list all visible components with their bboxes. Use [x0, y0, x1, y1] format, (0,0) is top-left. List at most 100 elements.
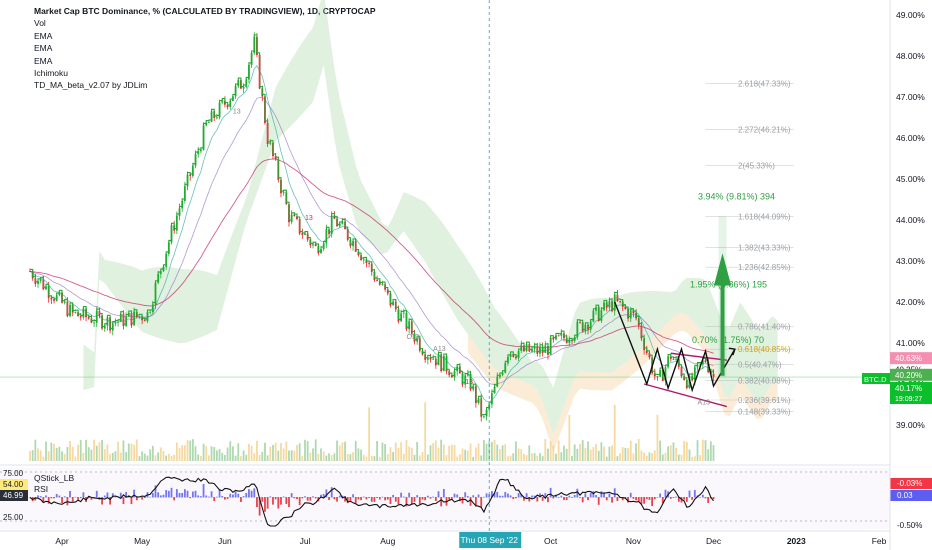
candle-body: [242, 87, 245, 89]
time-tick-label: Dec: [706, 536, 722, 546]
volume-bar: [85, 439, 87, 461]
candle-body: [656, 376, 659, 378]
volume-bar: [237, 443, 240, 461]
volume-bar: [493, 439, 496, 461]
volume-bar: [616, 456, 619, 461]
legend-td-ma[interactable]: TD_MA_beta_v2.07 by JDLim: [34, 80, 148, 91]
qstick-bar: [661, 497, 664, 504]
candle-body: [675, 358, 678, 360]
qstick-bar: [611, 497, 613, 503]
volume-bar: [691, 456, 694, 461]
qstick-bar: [111, 493, 114, 498]
legend-ema-2[interactable]: EMA: [34, 43, 53, 54]
volume-bar: [183, 445, 186, 461]
qstick-bar: [394, 497, 397, 502]
volume-bar: [389, 447, 392, 461]
candle-body: [362, 259, 365, 261]
volume-bar: [474, 447, 477, 461]
volume-bar: [261, 452, 264, 461]
candle-body: [632, 310, 635, 314]
qstick-bar: [402, 496, 405, 498]
qstick-bar: [264, 497, 266, 512]
volume-bar: [669, 445, 672, 461]
volume-bar: [165, 455, 168, 461]
qstick-bar: [232, 494, 234, 498]
qstick-bar: [368, 497, 370, 498]
qstick-bar: [71, 497, 74, 502]
candle-body: [63, 301, 66, 303]
qstick-bar: [205, 495, 208, 498]
qstick-bar: [629, 492, 632, 498]
volume-bar: [597, 450, 600, 461]
legend-ichimoku[interactable]: Ichimoku: [34, 68, 69, 79]
drawings: 3.94% (9.81%) 394 1.95% (4.86%) 195 0.70% …: [233, 108, 775, 408]
price-tag-label: 40.63%: [895, 354, 922, 363]
qstick-bar: [485, 493, 488, 498]
rsi-line: [29, 476, 714, 527]
qstick-bar: [544, 493, 547, 498]
qstick-bar: [344, 497, 346, 502]
qstick-bar: [410, 497, 413, 505]
volume-bar: [285, 441, 288, 461]
volume-bar: [221, 452, 224, 461]
volume-bar: [421, 452, 424, 461]
td-count-label: C13: [406, 334, 419, 341]
volume-bar: [688, 449, 691, 461]
volume-bar: [205, 446, 208, 461]
volume-bar: [480, 455, 483, 461]
volume-bar: [199, 456, 202, 461]
volume-bar: [619, 453, 621, 461]
volume-bar: [288, 450, 290, 461]
qstick-bar: [197, 495, 200, 498]
volume-bar: [197, 454, 200, 461]
legend-ema-3[interactable]: EMA: [34, 55, 53, 66]
volume-bar: [496, 444, 499, 461]
volume-bar: [360, 449, 362, 461]
qstick-bar: [240, 497, 242, 503]
legend-ema-1[interactable]: EMA: [34, 30, 53, 41]
volume-bar: [656, 414, 659, 461]
qstick-bar: [531, 495, 533, 498]
volume-bar: [531, 453, 533, 461]
volume-bar: [50, 442, 53, 461]
volume-bar: [408, 446, 411, 461]
qstick-bar: [616, 497, 619, 501]
qstick-bar: [677, 497, 680, 502]
candle-body: [312, 244, 314, 246]
volume-bar: [109, 454, 111, 461]
volume-bar: [677, 454, 680, 461]
candle-body: [619, 301, 621, 302]
qstick-bar: [581, 497, 584, 503]
qstick-bar: [226, 497, 229, 499]
volume-bar: [512, 453, 515, 461]
volume-bar: [426, 454, 429, 461]
fib-extension: 2.618(47.33%) 2.272(46.21%) 2(45.33%) 1.618…: [0, 79, 890, 416]
volume-bar: [621, 447, 624, 461]
legend-vol[interactable]: Vol: [34, 18, 46, 29]
volume-bar: [162, 450, 165, 461]
qstick-bar: [34, 497, 37, 501]
volume-bar: [344, 441, 346, 461]
candle-body: [450, 375, 453, 378]
qstick-bar: [277, 497, 280, 509]
volume-bar: [45, 441, 47, 461]
ema-mid-line: [29, 96, 714, 385]
qstick-tag-label: -0.03%: [897, 479, 922, 488]
volume-bar: [683, 440, 686, 461]
volume-bar: [106, 444, 109, 461]
qstick-bar: [496, 491, 499, 498]
volume-bar: [362, 454, 365, 461]
qstick-bar: [157, 492, 160, 498]
qstick-bar: [675, 496, 678, 498]
qstick-bar: [563, 497, 565, 501]
qstick-bar: [597, 497, 600, 505]
qstick-bar: [320, 494, 322, 498]
volume-bar: [640, 450, 643, 461]
volume-bar: [322, 451, 325, 461]
volume-bar: [69, 441, 71, 461]
qstick-bar: [605, 497, 608, 501]
time-tick-label: Jul: [300, 536, 311, 546]
candle-body: [301, 233, 304, 235]
